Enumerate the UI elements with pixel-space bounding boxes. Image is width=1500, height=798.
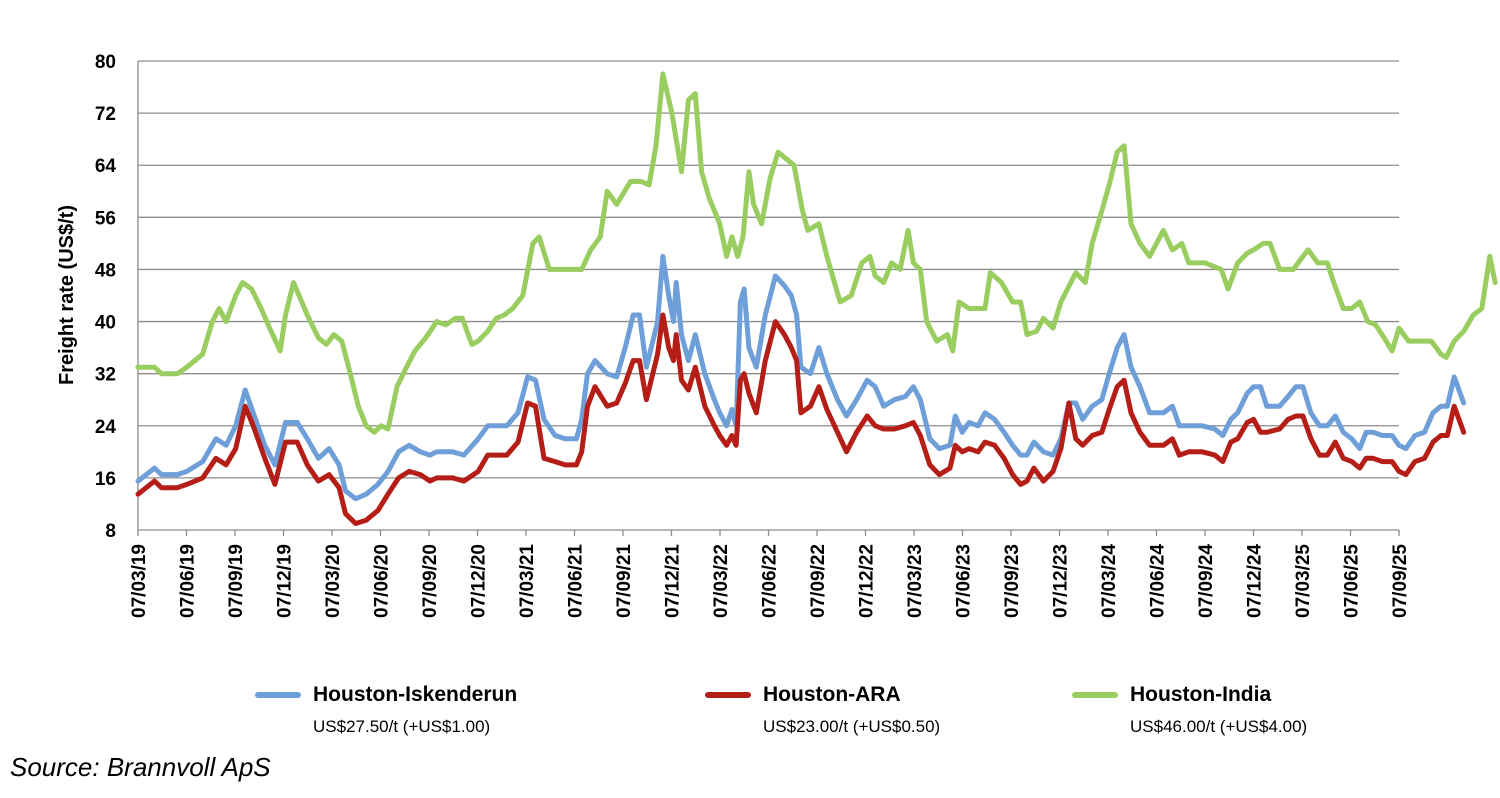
y-tick-label: 64 <box>95 156 117 177</box>
legend-note: US$27.50/t (+US$1.00) <box>313 717 491 736</box>
y-tick-label: 48 <box>95 260 116 281</box>
x-tick-label: 07/09/21 <box>614 544 635 618</box>
y-axis-ticks: 8 16 24 32 40 48 56 64 72 80 <box>95 52 117 542</box>
x-tick-label: 07/03/21 <box>517 544 538 618</box>
x-tick-label: 07/12/23 <box>1051 544 1072 618</box>
x-tick-label: 07/12/24 <box>1245 544 1266 618</box>
series-line-houston-india <box>135 71 1498 435</box>
x-tick-label: 07/06/21 <box>566 544 587 618</box>
legend-label: Houston-Iskenderun <box>313 683 518 706</box>
x-tick-label: 07/12/21 <box>663 544 684 618</box>
x-tick-label: 07/12/22 <box>857 544 878 618</box>
x-tick-label: 07/03/20 <box>323 544 344 618</box>
x-tick-label: 07/09/22 <box>808 544 829 618</box>
x-tick-label: 07/06/20 <box>372 544 393 618</box>
x-tick-label: 07/09/23 <box>1002 544 1023 618</box>
x-tick-label: 07/06/23 <box>954 544 975 618</box>
x-tick-label: 07/09/20 <box>420 544 441 618</box>
legend-label: Houston-India <box>1130 683 1272 706</box>
legend-swatch <box>1072 692 1118 698</box>
x-tick-label: 07/09/24 <box>1196 544 1217 618</box>
y-tick-label: 72 <box>95 104 116 125</box>
x-tick-label: 07/12/20 <box>469 544 490 618</box>
legend-label: Houston-ARA <box>763 683 901 706</box>
legend-item-houston-india: Houston-India US$46.00/t (+US$4.00) <box>1072 683 1307 737</box>
legend-item-houston-ara: Houston-ARA US$23.00/t (+US$0.50) <box>705 683 940 737</box>
x-tick-label: 07/03/25 <box>1293 544 1314 618</box>
x-tick-label: 07/12/19 <box>275 544 296 618</box>
x-tick-label: 07/03/23 <box>905 544 926 618</box>
x-tick-label: 07/03/19 <box>129 544 150 618</box>
series-lines <box>135 71 1498 526</box>
x-tick-label: 07/03/22 <box>711 544 732 618</box>
series-line-houston-iskenderun <box>135 253 1467 502</box>
x-tick-label: 07/09/19 <box>226 544 247 618</box>
x-tick-label: 07/09/25 <box>1390 544 1411 618</box>
x-tick-label: 07/06/25 <box>1342 544 1363 618</box>
y-axis-label: Freight rate (US$/t) <box>56 205 78 385</box>
y-tick-label: 40 <box>95 313 116 334</box>
x-tick-label: 07/06/19 <box>178 544 199 618</box>
legend-swatch <box>705 692 751 698</box>
x-axis-ticks: 07/03/19 07/06/19 07/09/19 07/12/19 07/03/20… <box>129 530 1411 618</box>
x-tick-label: 07/06/22 <box>760 544 781 618</box>
series-line-houston-ara <box>135 312 1467 526</box>
source-note: Source: Brannvoll ApS <box>10 752 271 782</box>
legend-note: US$46.00/t (+US$4.00) <box>1130 717 1308 736</box>
y-tick-label: 16 <box>95 469 116 490</box>
legend-note: US$23.00/t (+US$0.50) <box>763 717 941 736</box>
legend-swatch <box>255 692 301 698</box>
y-tick-label: 32 <box>95 365 116 386</box>
legend-item-houston-iskenderun: Houston-Iskenderun US$27.50/t (+US$1.00) <box>255 683 517 737</box>
y-tick-label: 80 <box>95 52 116 73</box>
x-tick-label: 07/06/24 <box>1148 544 1169 618</box>
y-tick-label: 24 <box>95 417 117 438</box>
y-tick-label: 56 <box>95 208 116 229</box>
y-tick-label: 8 <box>105 521 116 542</box>
x-tick-label: 07/03/24 <box>1099 544 1120 618</box>
